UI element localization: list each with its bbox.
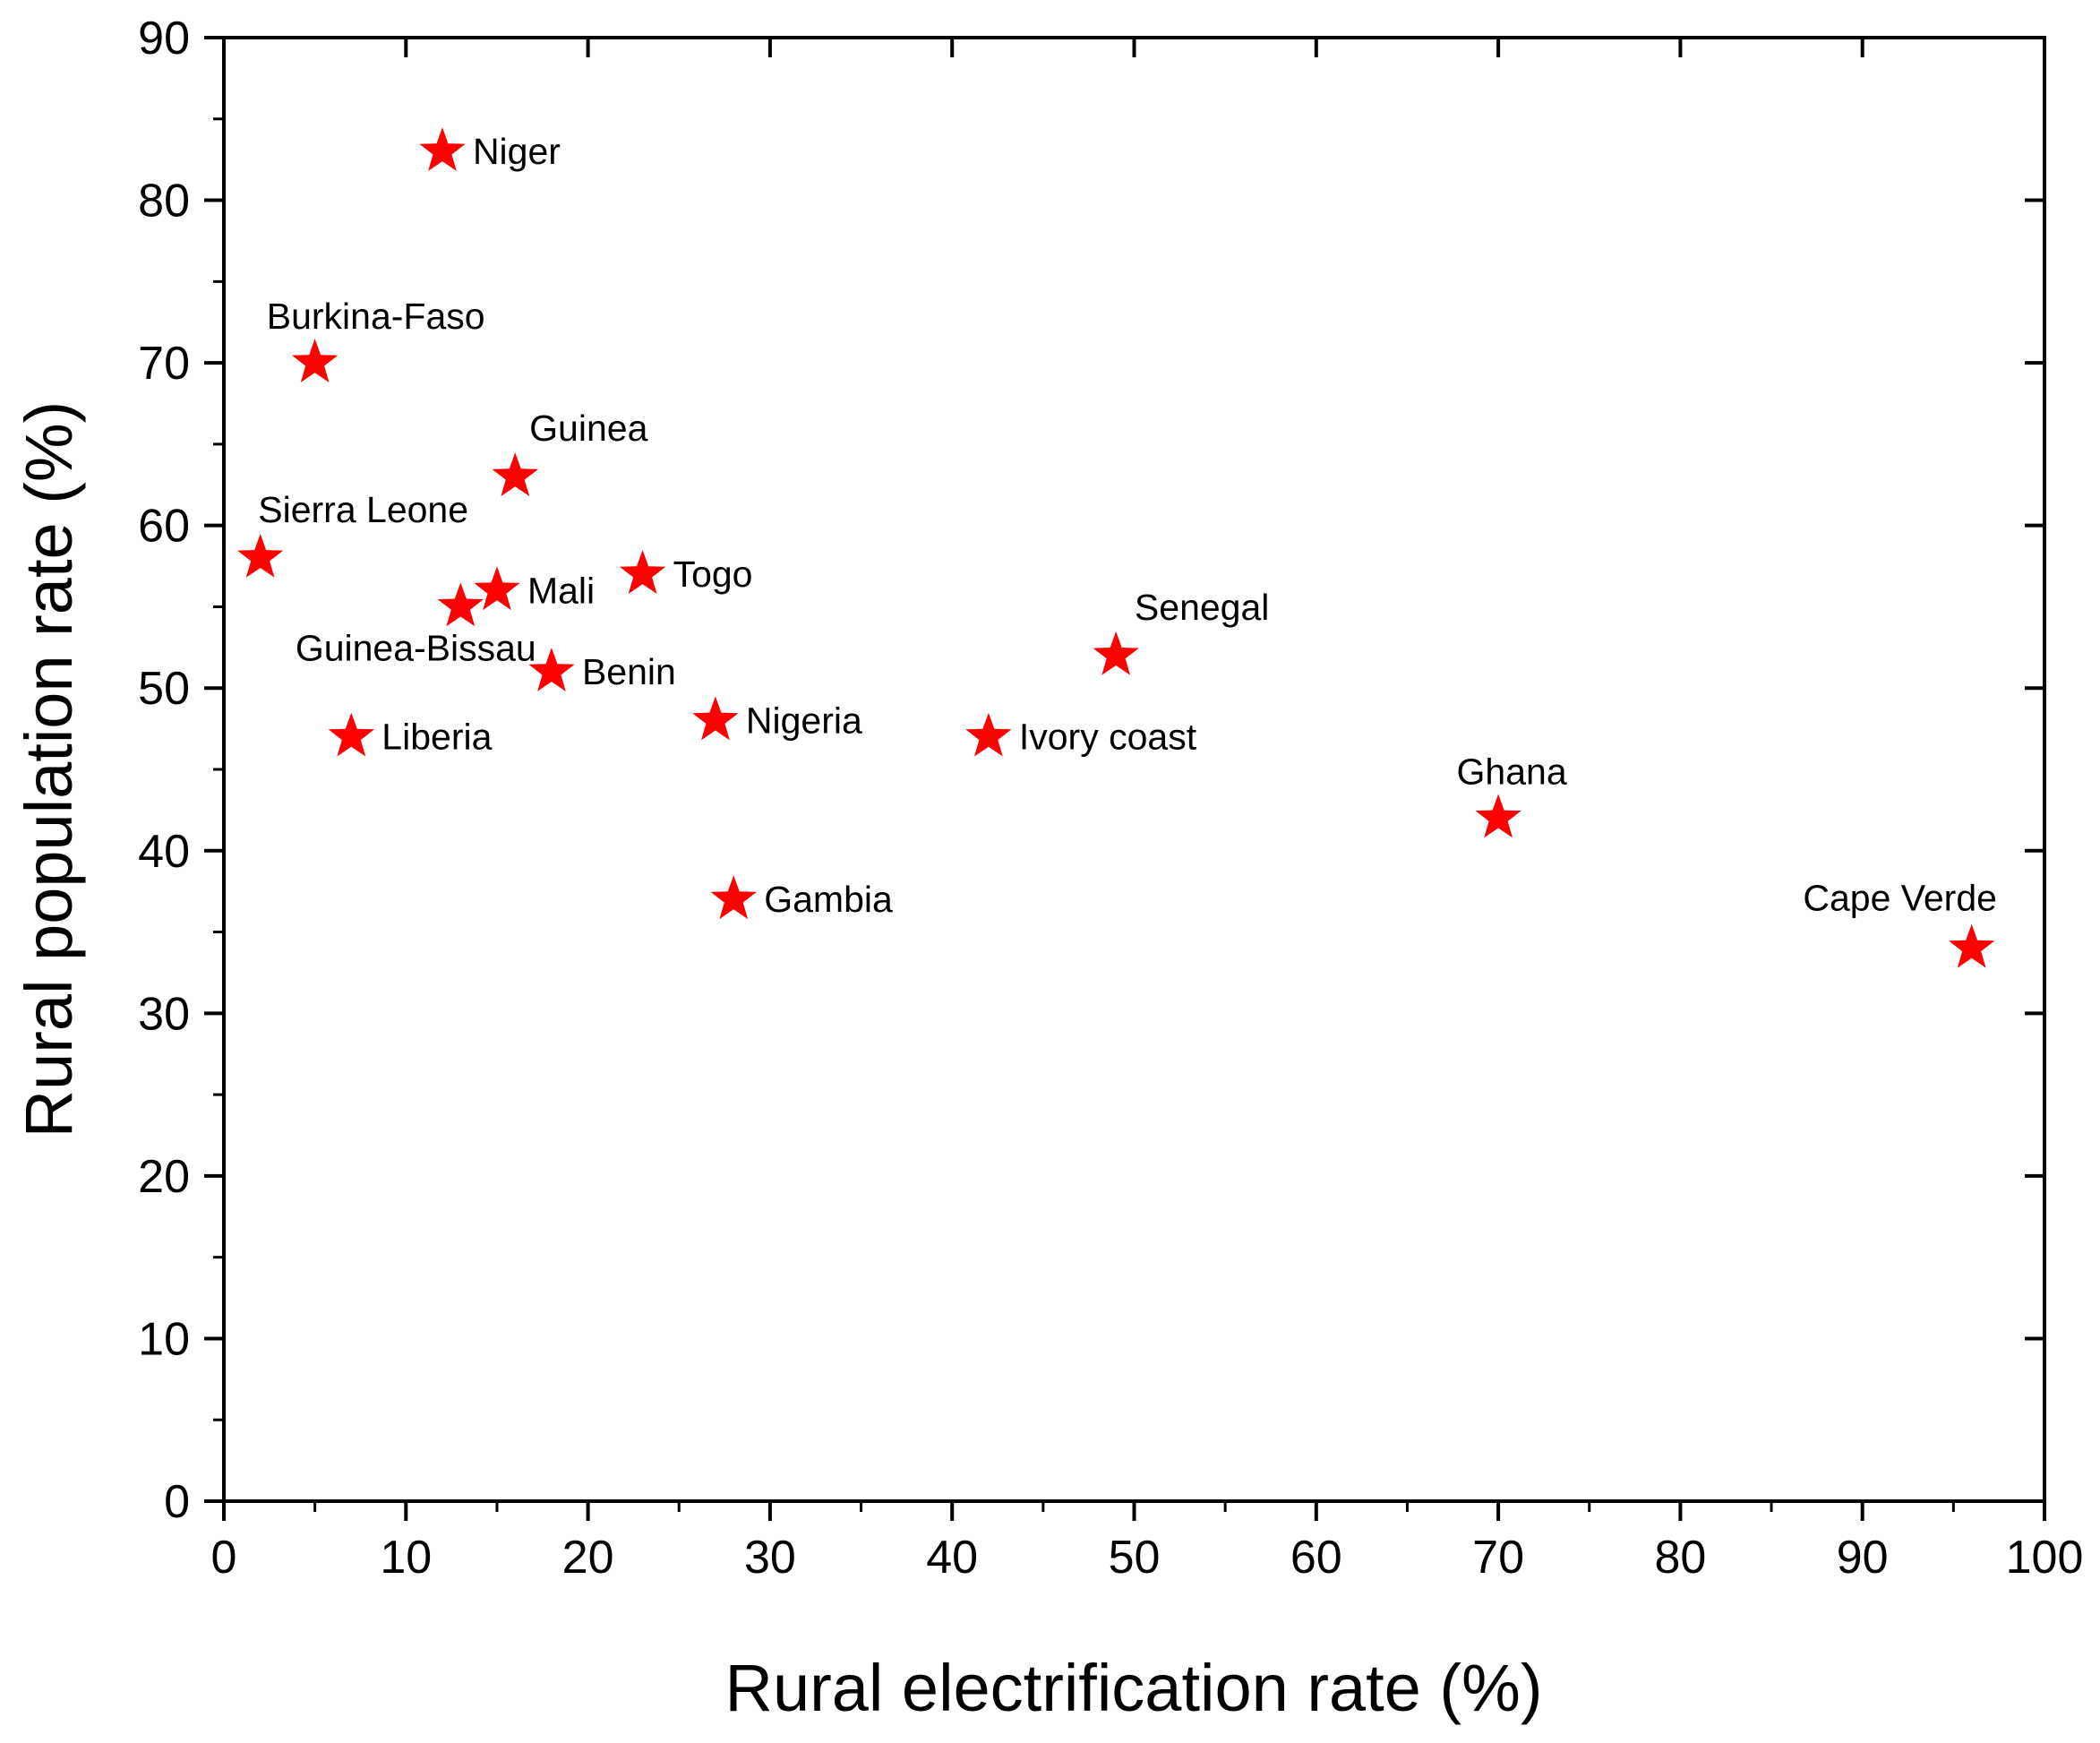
- point-burkina-faso: [292, 339, 339, 382]
- point-benin: [528, 648, 575, 691]
- point-niger: [419, 127, 466, 171]
- point-label-benin: Benin: [582, 651, 676, 692]
- point-gambia: [710, 875, 757, 920]
- y-tick-label: 70: [138, 338, 190, 390]
- point-guinea: [492, 452, 538, 496]
- y-tick-label: 40: [138, 826, 190, 878]
- y-tick-label: 10: [138, 1313, 190, 1365]
- data-point-labels: Niger Burkina-Faso Guinea Sierra Leone Mali T…: [258, 131, 1997, 920]
- y-tick-label: 80: [138, 176, 190, 228]
- point-label-senegal: Senegal: [1135, 587, 1269, 628]
- point-ivory-coast: [965, 712, 1012, 757]
- plot-area: [222, 36, 2046, 1503]
- point-label-gambia: Gambia: [764, 879, 893, 920]
- point-label-togo: Togo: [673, 554, 753, 595]
- point-label-burkina-faso: Burkina-Faso: [267, 296, 485, 337]
- x-tick-label: 10: [380, 1532, 432, 1584]
- y-tick-label: 20: [138, 1151, 190, 1203]
- point-togo: [619, 550, 666, 594]
- point-label-guinea: Guinea: [529, 408, 647, 449]
- point-label-cape-verde: Cape Verde: [1803, 878, 1997, 919]
- point-sierra-leone: [237, 534, 284, 578]
- x-tick-label: 80: [1654, 1532, 1706, 1584]
- point-ghana: [1475, 794, 1521, 838]
- point-cape-verde: [1949, 923, 1995, 968]
- x-tick-label: 100: [2006, 1532, 2084, 1584]
- y-tick-label: 30: [138, 988, 190, 1040]
- point-label-sierra-leone: Sierra Leone: [258, 489, 468, 530]
- x-tick-label: 90: [1837, 1532, 1889, 1584]
- x-tick-label: 0: [211, 1532, 237, 1584]
- y-tick-label: 60: [138, 501, 190, 553]
- data-points: [237, 127, 1995, 968]
- x-axis-title: Rural electrification rate (%): [725, 1651, 1543, 1725]
- y-axis-title: Rural population rate (%): [12, 401, 86, 1138]
- y-tick-label: 50: [138, 663, 190, 715]
- x-tick-label: 50: [1109, 1532, 1161, 1584]
- point-label-guinea-bissau: Guinea-Bissau: [296, 627, 536, 668]
- y-tick-label: 90: [138, 13, 190, 64]
- axis-ticks: [204, 36, 2046, 1521]
- x-tick-label: 70: [1472, 1532, 1524, 1584]
- point-senegal: [1093, 631, 1139, 675]
- point-label-mali: Mali: [527, 570, 595, 611]
- x-tick-label: 20: [562, 1532, 614, 1584]
- point-label-liberia: Liberia: [381, 717, 492, 758]
- point-nigeria: [692, 696, 739, 741]
- point-label-ivory-coast: Ivory coast: [1019, 717, 1197, 758]
- point-label-ghana: Ghana: [1457, 751, 1567, 792]
- x-tick-label: 60: [1290, 1532, 1342, 1584]
- x-tick-label: 30: [744, 1532, 796, 1584]
- axis-tick-labels: 0 10 20 30 40 50 60 70 80 90 100 0 10 20 30 40 50 60 70 80 9…: [138, 13, 2083, 1584]
- point-label-nigeria: Nigeria: [746, 700, 862, 742]
- y-tick-label: 0: [164, 1476, 190, 1528]
- point-guinea-bissau: [437, 582, 484, 627]
- x-tick-label: 40: [926, 1532, 978, 1584]
- point-label-niger: Niger: [473, 131, 561, 172]
- point-liberia: [328, 712, 374, 757]
- point-mali: [474, 566, 520, 611]
